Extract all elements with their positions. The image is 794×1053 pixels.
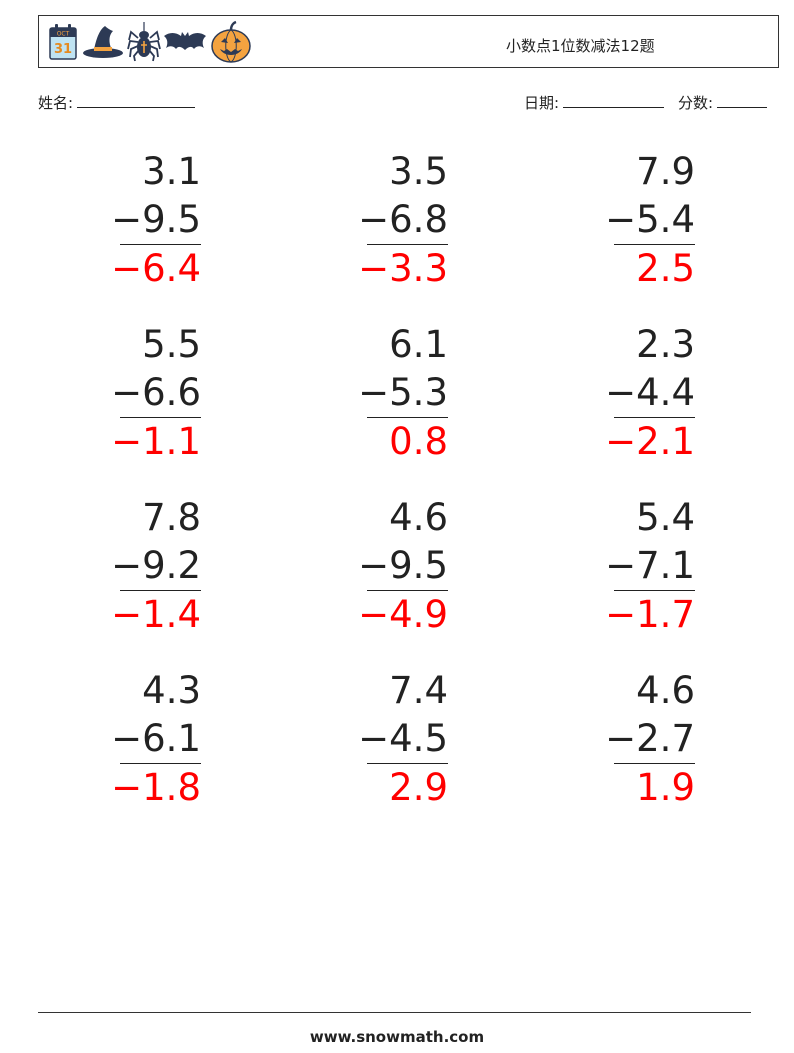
minuend: 4.3 [142, 669, 201, 712]
subtrahend: −9.5 [111, 198, 201, 241]
minuend: 3.5 [389, 150, 448, 193]
subtrahend: −9.5 [358, 544, 448, 587]
minuend: 7.9 [636, 150, 695, 193]
subtrahend: −4.4 [605, 371, 695, 414]
problem: 3.1 −9.5 −6.4 [81, 148, 201, 293]
spider-icon [127, 22, 161, 62]
name-field: 姓名: [38, 92, 196, 113]
answer-rule [614, 417, 695, 418]
date-label: 日期: [524, 94, 560, 112]
subtrahend: −4.5 [358, 717, 448, 760]
answer-rule [120, 417, 201, 418]
date-blank [563, 94, 665, 108]
answer: −2.1 [605, 420, 695, 463]
subtrahend: −6.6 [111, 371, 201, 414]
answer-rule [120, 244, 201, 245]
calendar-month: OCT [57, 31, 70, 38]
answer-rule [614, 763, 695, 764]
score-field: 分数: [678, 92, 768, 113]
bat-icon [164, 32, 206, 50]
minuend: 5.5 [142, 323, 201, 366]
subtrahend: −5.4 [605, 198, 695, 241]
answer: −1.4 [111, 593, 201, 636]
minuend: 7.8 [142, 496, 201, 539]
answer: −4.9 [358, 593, 448, 636]
problem: 5.5 −6.6 −1.1 [81, 321, 201, 466]
answer: 0.8 [389, 420, 448, 463]
answer: −1.1 [111, 420, 201, 463]
problem: 3.5 −6.8 −3.3 [328, 148, 448, 293]
subtrahend: −9.2 [111, 544, 201, 587]
answer: 2.5 [636, 247, 695, 290]
answer-rule [614, 590, 695, 591]
problem: 2.3 −4.4 −2.1 [575, 321, 695, 466]
problem: 4.6 −9.5 −4.9 [328, 494, 448, 639]
minuend: 3.1 [142, 150, 201, 193]
minuend: 5.4 [636, 496, 695, 539]
subtrahend: −6.1 [111, 717, 201, 760]
answer: −6.4 [111, 247, 201, 290]
problem: 4.3 −6.1 −1.8 [81, 667, 201, 812]
answer-rule [367, 244, 448, 245]
minuend: 2.3 [636, 323, 695, 366]
answer: 2.9 [389, 766, 448, 809]
problem: 4.6 −2.7 1.9 [575, 667, 695, 812]
worksheet-title: 小数点1位数减法12题 [506, 37, 655, 55]
witch-hat-icon [83, 26, 123, 58]
worksheet-header: OCT 31 [38, 15, 779, 68]
minuend: 4.6 [389, 496, 448, 539]
minuend: 6.1 [389, 323, 448, 366]
halloween-icon-strip: OCT 31 [47, 20, 253, 64]
date-field: 日期: [524, 92, 665, 113]
problem: 7.8 −9.2 −1.4 [81, 494, 201, 639]
footer-divider [38, 1012, 751, 1013]
answer: 1.9 [636, 766, 695, 809]
answer-rule [367, 590, 448, 591]
minuend: 4.6 [636, 669, 695, 712]
answer-rule [120, 590, 201, 591]
answer-rule [367, 763, 448, 764]
score-blank [717, 94, 768, 108]
name-blank [77, 94, 196, 108]
calendar-icon: OCT 31 [49, 24, 77, 60]
subtrahend: −7.1 [605, 544, 695, 587]
problem: 7.9 −5.4 2.5 [575, 148, 695, 293]
problem: 7.4 −4.5 2.9 [328, 667, 448, 812]
name-label: 姓名: [38, 94, 74, 112]
pumpkin-icon [211, 20, 251, 63]
answer-rule [614, 244, 695, 245]
subtrahend: −2.7 [605, 717, 695, 760]
answer-rule [367, 417, 448, 418]
subtrahend: −5.3 [358, 371, 448, 414]
problem: 5.4 −7.1 −1.7 [575, 494, 695, 639]
answer: −1.8 [111, 766, 201, 809]
answer: −3.3 [358, 247, 448, 290]
answer: −1.7 [605, 593, 695, 636]
answer-rule [120, 763, 201, 764]
minuend: 7.4 [389, 669, 448, 712]
subtrahend: −6.8 [358, 198, 448, 241]
score-label: 分数: [678, 94, 714, 112]
problem: 6.1 −5.3 0.8 [328, 321, 448, 466]
footer-site-link[interactable]: www.snowmath.com [309, 1028, 485, 1046]
calendar-day: 31 [54, 42, 72, 57]
